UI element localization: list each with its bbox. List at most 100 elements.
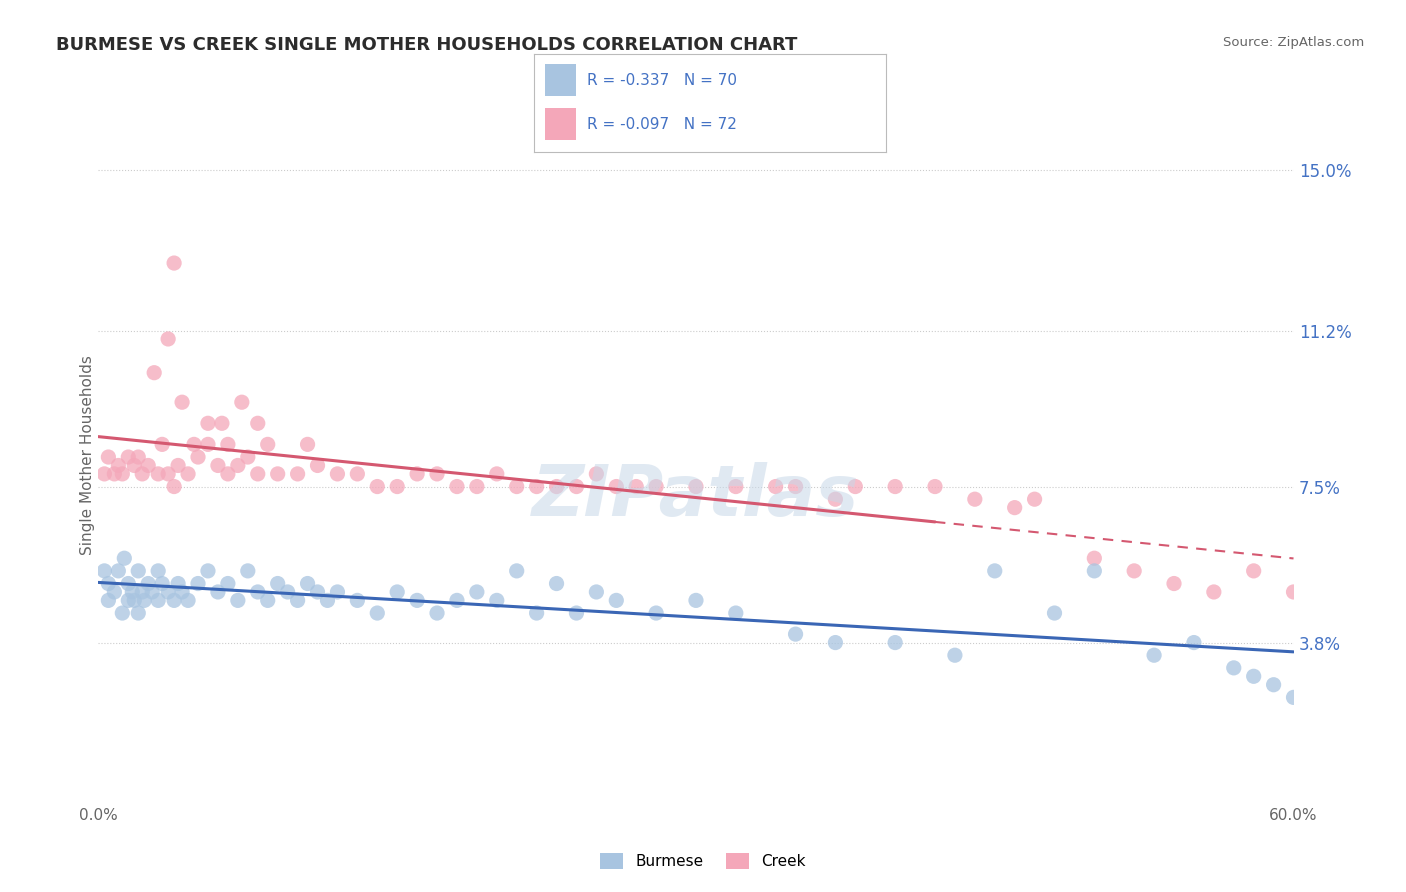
- Point: [1243, 669, 1265, 683]
- Point: [150, 576, 173, 591]
- Point: [297, 576, 319, 591]
- Point: [97, 450, 120, 464]
- Point: [124, 593, 146, 607]
- Point: [1263, 678, 1285, 692]
- Point: [924, 479, 946, 493]
- Point: [685, 593, 707, 607]
- Point: [131, 467, 153, 481]
- Point: [426, 606, 449, 620]
- Bar: [544, 64, 576, 95]
- Point: [93, 467, 115, 481]
- Point: [1182, 635, 1205, 649]
- Point: [150, 437, 173, 451]
- Point: [626, 479, 648, 493]
- Point: [117, 576, 139, 591]
- Point: [446, 593, 468, 607]
- Point: [1123, 564, 1146, 578]
- Point: [765, 479, 787, 493]
- Point: [1043, 606, 1066, 620]
- Point: [167, 576, 190, 591]
- Point: [1163, 576, 1185, 591]
- Text: BURMESE VS CREEK SINGLE MOTHER HOUSEHOLDS CORRELATION CHART: BURMESE VS CREEK SINGLE MOTHER HOUSEHOLD…: [56, 36, 797, 54]
- Point: [1223, 661, 1246, 675]
- Point: [267, 576, 290, 591]
- Point: [226, 458, 249, 473]
- Point: [197, 417, 219, 431]
- Point: [131, 585, 153, 599]
- Point: [366, 479, 388, 493]
- Point: [112, 551, 135, 566]
- Point: [565, 479, 588, 493]
- Point: [236, 564, 259, 578]
- Point: [103, 467, 125, 481]
- Point: [107, 564, 129, 578]
- Point: [287, 467, 309, 481]
- Point: [163, 256, 186, 270]
- Point: [465, 585, 488, 599]
- Point: [157, 332, 180, 346]
- Point: [121, 585, 143, 599]
- Point: [246, 417, 269, 431]
- Point: [326, 467, 349, 481]
- Point: [267, 467, 290, 481]
- Point: [585, 467, 607, 481]
- Point: [526, 606, 548, 620]
- Point: [256, 593, 278, 607]
- Point: [167, 458, 190, 473]
- Point: [231, 395, 253, 409]
- Point: [136, 458, 159, 473]
- Point: [217, 437, 239, 451]
- Point: [187, 576, 209, 591]
- Point: [134, 593, 156, 607]
- Point: [277, 585, 299, 599]
- Point: [148, 564, 170, 578]
- Point: [1083, 564, 1105, 578]
- Legend: Burmese, Creek: Burmese, Creek: [593, 847, 813, 875]
- Point: [1004, 500, 1026, 515]
- Point: [307, 585, 329, 599]
- Point: [157, 585, 180, 599]
- Point: [127, 564, 149, 578]
- Point: [645, 479, 668, 493]
- Point: [724, 479, 747, 493]
- Point: [124, 458, 146, 473]
- Point: [605, 593, 627, 607]
- Point: [211, 417, 233, 431]
- Point: [117, 593, 139, 607]
- Text: ZIPatlas: ZIPatlas: [533, 462, 859, 531]
- Point: [256, 437, 278, 451]
- Point: [346, 593, 368, 607]
- Point: [111, 606, 134, 620]
- Point: [506, 479, 529, 493]
- Point: [111, 467, 134, 481]
- Point: [236, 450, 259, 464]
- Point: [97, 593, 120, 607]
- Text: Source: ZipAtlas.com: Source: ZipAtlas.com: [1223, 36, 1364, 49]
- Point: [406, 467, 429, 481]
- Point: [141, 585, 163, 599]
- Point: [645, 606, 668, 620]
- Point: [385, 585, 409, 599]
- Point: [506, 564, 529, 578]
- Bar: [544, 109, 576, 140]
- Point: [485, 467, 508, 481]
- Point: [844, 479, 866, 493]
- Point: [685, 479, 707, 493]
- Point: [187, 450, 209, 464]
- Point: [316, 593, 339, 607]
- Point: [406, 593, 429, 607]
- Point: [226, 593, 249, 607]
- Point: [585, 585, 607, 599]
- Point: [297, 437, 319, 451]
- Point: [605, 479, 627, 493]
- Point: [1202, 585, 1225, 599]
- Point: [97, 576, 120, 591]
- Point: [1282, 585, 1305, 599]
- Y-axis label: Single Mother Households: Single Mother Households: [80, 355, 94, 555]
- Point: [446, 479, 468, 493]
- Point: [163, 593, 186, 607]
- Point: [103, 585, 125, 599]
- Point: [1143, 648, 1166, 663]
- Point: [148, 467, 170, 481]
- Text: R = -0.097   N = 72: R = -0.097 N = 72: [588, 117, 737, 132]
